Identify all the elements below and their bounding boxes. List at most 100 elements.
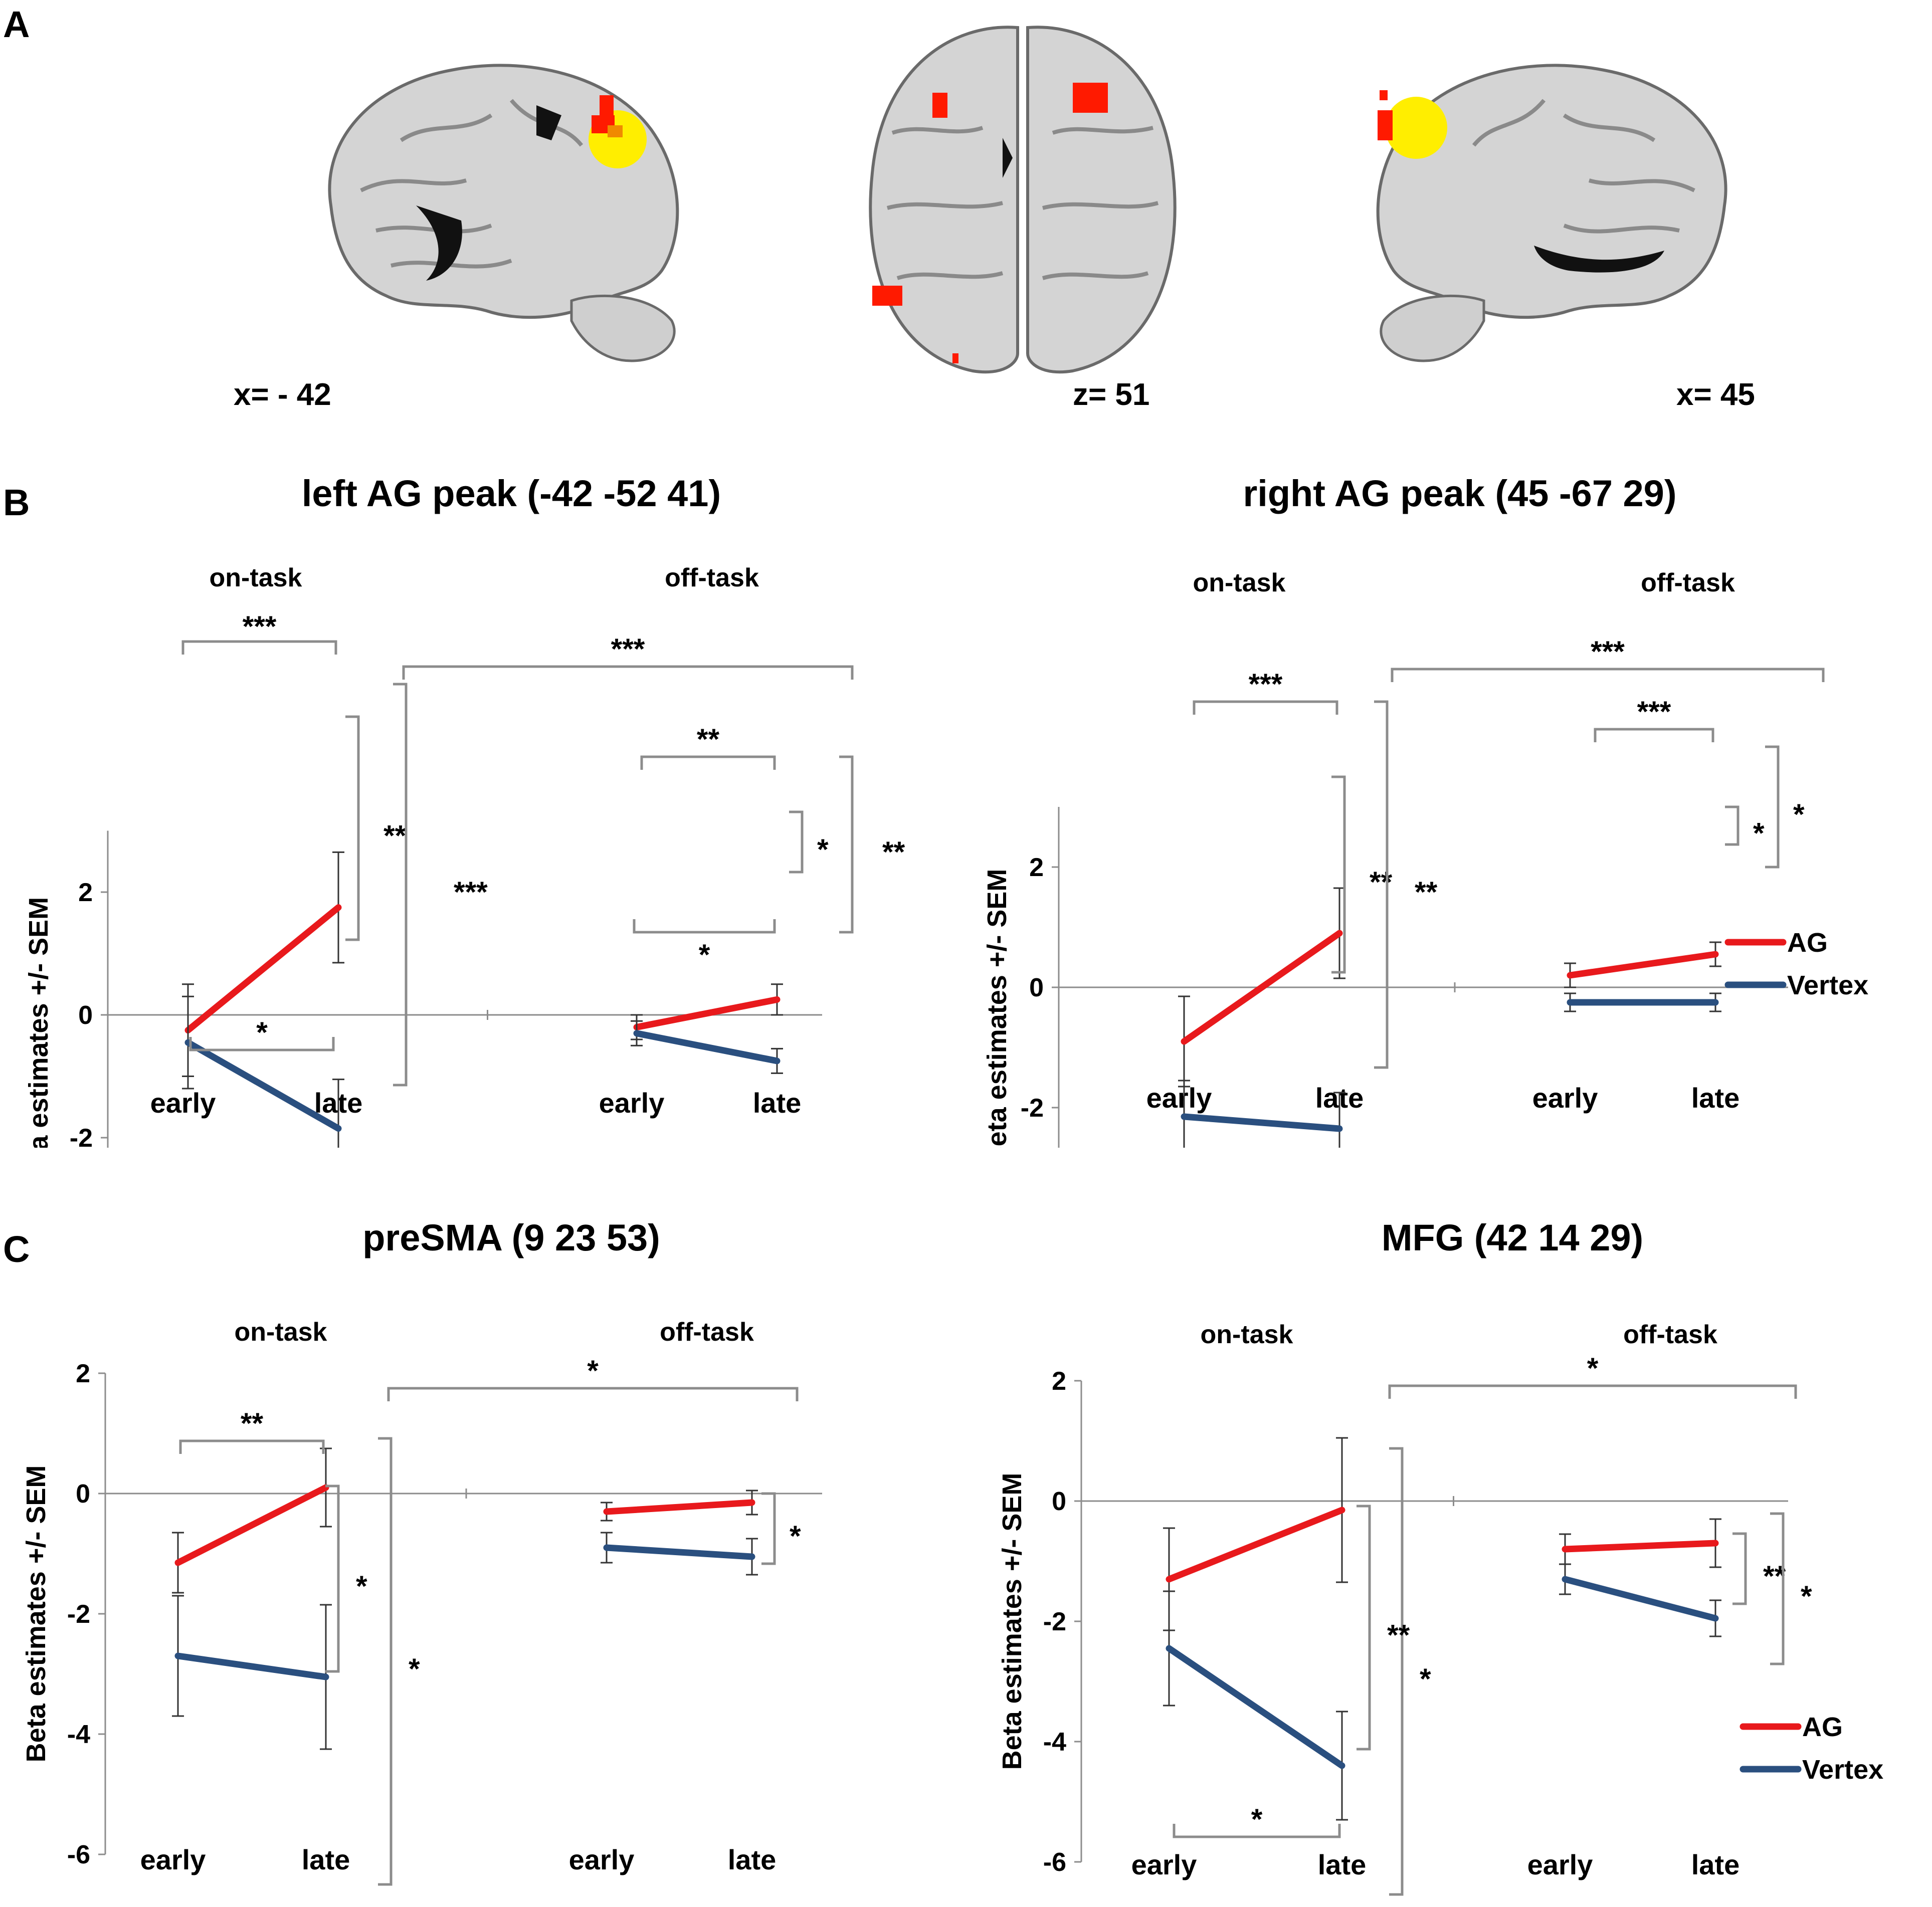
series-line-ag-off-task [1567, 951, 1719, 979]
significance-bracket [345, 715, 360, 941]
x-tick-label: late [728, 1844, 777, 1875]
series-line-ag-on-task [1166, 1507, 1345, 1583]
significance-label: * [790, 1520, 801, 1553]
significance-label: * [1587, 1352, 1599, 1385]
condition-label: on-task [1201, 1320, 1293, 1349]
series-line-ag-on-task [184, 904, 342, 1034]
significance-bracket [1389, 1447, 1404, 1896]
significance-bracket [1765, 745, 1780, 869]
significance-bracket [325, 1485, 340, 1673]
series-line-ag-off-task [633, 996, 781, 1030]
significance-bracket [189, 1037, 335, 1051]
significance-bracket [1594, 728, 1714, 742]
brain-slice-axial [869, 26, 1177, 374]
condition-label: on-task [235, 1318, 327, 1347]
significance-bracket [1391, 668, 1825, 682]
significance-label: *** [1591, 635, 1625, 668]
significance-bracket [839, 755, 854, 934]
y-tick-label: 0 [78, 1001, 93, 1030]
y-tick-label: 0 [1029, 973, 1044, 1002]
significance-label: ** [882, 836, 905, 869]
significance-bracket [1357, 1505, 1371, 1751]
significance-bracket [393, 683, 408, 1087]
y-axis-label: Beta estimates +/- SEM [24, 897, 54, 1148]
series-line-vertex-off-task [1562, 1576, 1719, 1622]
x-tick-label: early [150, 1087, 216, 1119]
chart-title: left AG peak (-42 -52 41) [302, 473, 721, 514]
chart-mfg: MFG (42 14 29) on-task off-task 2 0 -2 -4 -6 Bet… [997, 1217, 1883, 1896]
panel-letter-a: A [3, 4, 30, 45]
significance-bracket [181, 640, 337, 655]
series-line-ag-on-task [174, 1484, 329, 1566]
activation-cluster [1073, 83, 1108, 113]
condition-label: off-task [660, 1318, 754, 1347]
significance-bracket [1193, 700, 1338, 715]
series-line-vertex-off-task [633, 1030, 781, 1065]
chart-right-ag-peak: right AG peak (45 -67 29) on-task off-task… [982, 473, 1868, 1148]
x-tick-label: early [599, 1087, 665, 1119]
series-line-ag-off-task [603, 1499, 755, 1515]
x-tick-label: late [753, 1087, 802, 1119]
panel-letter-c: C [3, 1228, 30, 1270]
series-line-vertex-on-task [174, 1652, 329, 1680]
chart-presma: preSMA (9 23 53) on-task off-task 2 0 -2 -4 -6 B… [21, 1217, 822, 1886]
significance-label: *** [454, 876, 488, 909]
significance-bracket [640, 755, 776, 770]
y-axis-label: Beta estimates +/- SEM [982, 869, 1012, 1148]
y-tick-label: 0 [1052, 1487, 1066, 1516]
y-tick-label: -4 [67, 1720, 90, 1749]
chart-left-ag-peak: left AG peak (-42 -52 41) on-task off-task… [24, 473, 905, 1148]
condition-label: on-task [1193, 568, 1286, 597]
series-line-ag-off-task [1562, 1540, 1719, 1553]
significance-label: * [1753, 817, 1765, 850]
series-line-vertex-off-task [603, 1544, 755, 1560]
significance-label: * [356, 1570, 367, 1603]
chart-title: MFG (42 14 29) [1382, 1217, 1643, 1258]
x-tick-label: late [302, 1844, 350, 1875]
y-tick-label: 2 [1029, 853, 1044, 882]
series-line-ag-on-task [1181, 930, 1343, 1045]
x-tick-label: early [1532, 1082, 1598, 1114]
significance-label: *** [1637, 696, 1671, 728]
significance-bracket [402, 665, 854, 680]
y-tick-label: 2 [76, 1359, 90, 1388]
brain-slice-right-sagittal [1376, 64, 1727, 362]
significance-bracket [387, 1387, 799, 1401]
significance-bracket [1331, 775, 1346, 974]
significance-label: * [587, 1355, 599, 1387]
significance-label: *** [611, 633, 645, 666]
y-tick-label: -2 [70, 1124, 93, 1148]
y-tick-label: -2 [1021, 1094, 1044, 1123]
brain-coord-right: x= 45 [1676, 377, 1755, 412]
significance-bracket [761, 1492, 776, 1565]
x-tick-label: early [1131, 1849, 1197, 1880]
significance-bracket [179, 1439, 325, 1454]
series-line-vertex-on-task [1166, 1645, 1345, 1769]
significance-label: ** [1387, 1619, 1410, 1652]
significance-bracket [1374, 700, 1389, 1069]
significance-bracket [1388, 1384, 1797, 1399]
significance-label: * [1251, 1803, 1263, 1836]
condition-label: off-task [1641, 568, 1735, 597]
significance-label: ** [697, 723, 720, 756]
significance-label: *** [1249, 668, 1283, 701]
x-tick-label: early [569, 1844, 635, 1875]
y-tick-label: 2 [1052, 1367, 1066, 1396]
significance-label: * [817, 833, 829, 866]
significance-bracket [633, 919, 776, 934]
x-tick-label: early [140, 1844, 206, 1875]
significance-bracket [378, 1437, 393, 1886]
significance-label: ** [1415, 876, 1438, 909]
significance-label: * [1793, 798, 1805, 831]
condition-label: off-task [1623, 1320, 1717, 1349]
significance-label: ** [383, 820, 407, 853]
y-tick-label: -6 [67, 1840, 90, 1869]
significance-label: * [256, 1016, 268, 1049]
significance-bracket [1725, 805, 1740, 846]
significance-bracket [1173, 1824, 1341, 1838]
condition-label: on-task [210, 563, 302, 592]
y-axis-label: Beta estimates +/- SEM [21, 1465, 51, 1763]
x-tick-label: late [1691, 1849, 1740, 1880]
chart-title: right AG peak (45 -67 29) [1243, 473, 1677, 514]
brain-slice-left-sagittal [328, 64, 679, 362]
